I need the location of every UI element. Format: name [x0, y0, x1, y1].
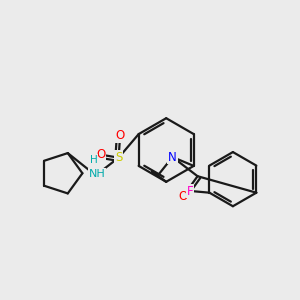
Text: O: O	[116, 129, 125, 142]
Text: F: F	[186, 185, 193, 198]
Text: N: N	[168, 151, 177, 164]
Text: O: O	[96, 148, 106, 161]
Text: S: S	[115, 151, 122, 164]
Text: O: O	[178, 190, 188, 203]
Text: NH: NH	[89, 169, 106, 178]
Text: H: H	[90, 155, 98, 165]
